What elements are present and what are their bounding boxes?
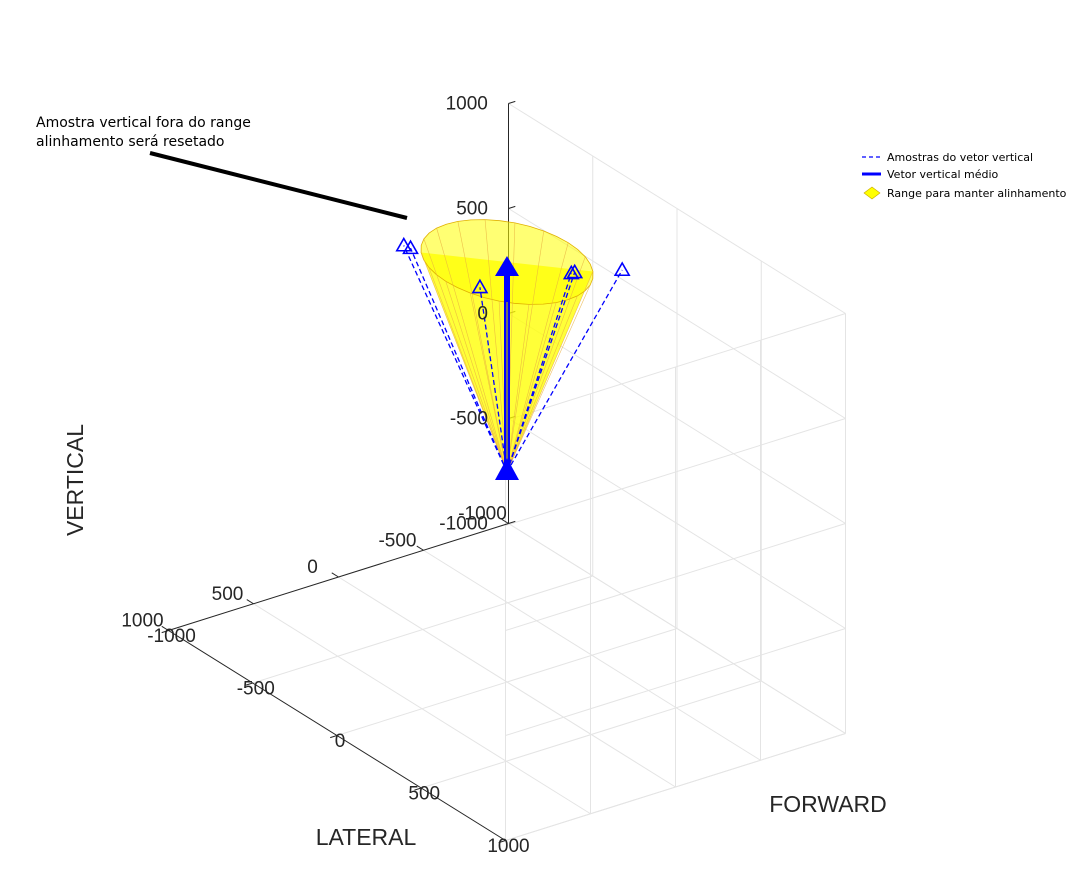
annotation-line-2: alinhamento será resetado <box>36 134 225 150</box>
legend-range-label: Range para manter alinhamento <box>887 187 1067 200</box>
sample-vector-line <box>506 273 572 473</box>
y-tick-label: -1000 <box>147 626 196 647</box>
legend-mean-label: Vetor vertical médio <box>887 168 999 181</box>
origin-marker <box>495 458 519 480</box>
sample-vector-marker <box>402 239 419 255</box>
y-tick-label: 1000 <box>487 836 529 857</box>
axes-grid <box>168 103 846 841</box>
y-tick-mark <box>498 840 506 844</box>
legend-box <box>856 145 1059 203</box>
cone-edge <box>506 271 594 473</box>
z-tick-label: 0 <box>477 303 488 324</box>
cone-edge <box>445 281 508 473</box>
grid-line <box>421 680 762 789</box>
grid-line <box>505 523 846 631</box>
z-axis-label: VERTICAL <box>62 424 88 536</box>
cone-edge <box>423 238 508 473</box>
x-tick-mark <box>416 545 424 551</box>
grid-line <box>505 418 846 526</box>
z-tick-label: 500 <box>456 198 488 219</box>
y-tick-mark <box>245 682 253 686</box>
sample-vector-line <box>403 245 508 473</box>
mean-vector-arrowhead <box>495 256 519 276</box>
sample-vector-marker <box>566 263 584 279</box>
x-tick-mark <box>331 572 339 578</box>
y-tick-mark <box>414 787 422 791</box>
annotation-line-1: Amostra vertical fora do range <box>36 115 251 131</box>
grid-line <box>505 313 846 421</box>
cone-edge <box>506 256 586 473</box>
cone-edge <box>420 252 508 473</box>
tick-labels: -1000-1000-1000-500-500-5000005005005001… <box>121 93 529 856</box>
cone-edge <box>436 228 508 473</box>
y-tick-label: 0 <box>335 731 346 752</box>
sample-vector-marker <box>471 278 489 294</box>
x-axis-label: LATERAL <box>316 824 417 850</box>
z-tick-label: 1000 <box>446 93 488 114</box>
sample-vector-line <box>409 247 508 473</box>
x-tick-mark <box>501 518 509 524</box>
z-tick-mark <box>508 100 516 104</box>
x-tick-mark <box>246 599 254 605</box>
grid-line <box>508 313 846 524</box>
z-tick-label: -500 <box>450 408 488 429</box>
y-tick-label: 500 <box>408 783 440 804</box>
cone-edge <box>506 230 545 473</box>
sample-vector-line <box>479 287 508 473</box>
legend: Amostras do vetor vertical Vetor vertica… <box>856 145 1067 203</box>
cone-edge <box>506 302 557 473</box>
x-tick-label: -500 <box>378 530 416 551</box>
x-tick-label: -1000 <box>458 504 507 525</box>
y-axis-label: FORWARD <box>769 791 887 817</box>
y-tick-label: -500 <box>237 678 275 699</box>
cone-edge <box>506 304 530 473</box>
z-tick-mark <box>508 520 516 524</box>
annotation-pointer-line <box>149 151 408 220</box>
x-tick-mark <box>161 625 169 631</box>
sample-vector-marker <box>562 264 580 280</box>
sample-vector-marker <box>613 261 631 277</box>
y-tick-mark <box>161 630 169 634</box>
x-tick-label: 500 <box>212 584 244 605</box>
grid-line <box>253 603 591 815</box>
cone-edge <box>428 267 508 473</box>
sample-vector-marker <box>395 236 413 252</box>
legend-samples-label: Amostras do vetor vertical <box>887 151 1033 164</box>
sample-vector-line <box>506 269 623 473</box>
cone-edge <box>506 284 591 473</box>
cone-edge <box>484 219 508 473</box>
grid-line <box>508 103 846 314</box>
y-tick-mark <box>330 735 338 739</box>
grid-line <box>336 628 678 736</box>
annotation: Amostra vertical fora do range alinhamen… <box>36 115 408 220</box>
vectors-layer <box>395 236 631 480</box>
legend-range-swatch <box>863 186 881 200</box>
cone-edge <box>506 295 578 473</box>
z-tick-label: -1000 <box>439 513 488 534</box>
x-tick-label: 0 <box>307 557 318 578</box>
z-tick-mark <box>508 205 516 209</box>
cone-edge <box>457 221 508 473</box>
cone-edge <box>506 242 569 473</box>
x-tick-label: 1000 <box>121 611 163 632</box>
